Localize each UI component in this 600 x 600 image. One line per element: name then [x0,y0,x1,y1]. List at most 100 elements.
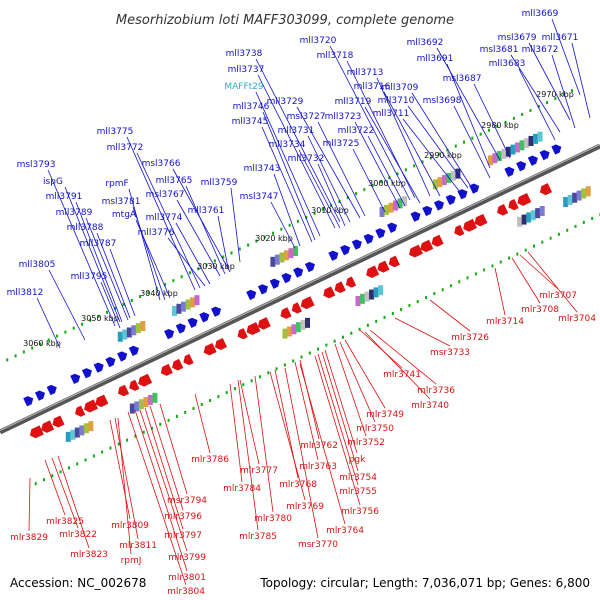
forward-gene-label[interactable]: mll3743 [244,164,281,174]
forward-gene-label[interactable]: msl3781 [102,197,141,207]
reverse-gene-label[interactable]: mlr3741 [383,370,421,380]
reverse-gene-label[interactable]: mlr3708 [521,305,559,315]
reverse-gene-label[interactable]: mlr3822 [59,530,97,540]
forward-gene-label[interactable]: mll3791 [46,192,83,202]
forward-gene-label[interactable]: mll3805 [19,260,56,270]
forward-gene-label[interactable]: msl3747 [240,192,279,202]
forward-gene-label[interactable]: mll3759 [201,178,238,188]
reverse-gene-label[interactable]: mlr3740 [411,401,449,411]
forward-gene-label[interactable]: mll3765 [156,176,193,186]
forward-gene-label[interactable]: mll3718 [317,51,354,61]
tick-mark [391,311,394,315]
reverse-gene-label[interactable]: mlr3763 [299,462,337,472]
reverse-gene-label[interactable]: mlr3809 [111,521,149,531]
reverse-gene-label[interactable]: mlr3707 [539,291,577,301]
reverse-gene-label[interactable]: mlr3752 [347,438,385,448]
forward-gene-label[interactable]: mll3772 [107,143,144,153]
forward-gene-label[interactable]: msl3793 [17,160,56,170]
reverse-gene-label[interactable]: mlr3811 [119,541,157,551]
forward-gene-label[interactable]: mll3722 [338,126,375,136]
reverse-gene-label[interactable]: mlr3796 [164,512,202,522]
reverse-gene-label[interactable]: mlr3801 [168,573,206,583]
forward-gene-label[interactable]: mll3775 [97,127,134,137]
forward-gene-label[interactable]: mll3734 [269,140,306,150]
forward-gene-label[interactable]: mll3731 [278,126,315,136]
reverse-gene-label[interactable]: rpmJ [121,556,142,566]
reverse-gene-label[interactable]: msr3733 [430,348,470,358]
reverse-gene-label[interactable]: mlr3750 [356,424,394,434]
forward-gene-label[interactable]: mll3716 [354,82,391,92]
reverse-gene-label[interactable]: mlr3785 [239,532,277,542]
forward-gene-label[interactable]: mll3723 [325,112,362,122]
forward-gene-label[interactable]: rpmF [105,179,128,189]
tick-mark [438,152,441,156]
forward-gene-label[interactable]: mll3787 [80,239,117,249]
forward-gene-label[interactable]: mll3691 [417,54,454,64]
forward-gene-label[interactable]: mll3713 [347,68,384,78]
forward-gene-label[interactable]: mll3669 [522,9,559,19]
reverse-gene-labels[interactable]: mlr3707 mlr3708 mlr3714 mlr3704 mlr3726 msr37… [10,251,596,597]
forward-gene-label[interactable]: mll3761 [188,206,225,216]
forward-gene-label[interactable]: msl3687 [443,74,482,84]
reverse-gene-label[interactable]: msr3794 [167,496,207,506]
forward-gene-label[interactable]: mll3788 [67,223,104,233]
forward-gene-label[interactable]: mll3709 [382,83,419,93]
forward-gene-label[interactable]: mll3746 [233,102,270,112]
reverse-gene-label[interactable]: mlr3749 [366,410,404,420]
forward-gene-label[interactable]: msl3698 [423,96,462,106]
reverse-gene-label[interactable]: mlr3797 [164,531,202,541]
forward-gene-label[interactable]: mll3683 [489,59,526,69]
forward-gene-label[interactable]: ispG [43,177,63,187]
forward-gene-label[interactable]: mll3774 [146,213,183,223]
reverse-gene-label[interactable]: mlr3714 [486,317,524,327]
reverse-gene-label[interactable]: mlr3780 [254,514,292,524]
reverse-gene-label[interactable]: mlr3799 [168,553,206,563]
forward-gene-label[interactable]: mll3720 [300,36,337,46]
forward-gene-label[interactable]: msl3766 [142,159,181,169]
forward-gene-label[interactable]: mll3795 [71,272,108,282]
forward-gene-label[interactable]: mll3710 [378,96,415,106]
reverse-gene-label[interactable]: mlr3726 [451,333,489,343]
reverse-gene-label[interactable]: pgk [349,455,366,465]
reverse-gene-label[interactable]: mlr3762 [300,441,338,451]
forward-gene-label[interactable]: msl3767 [146,190,185,200]
reverse-gene-label[interactable]: mlr3754 [339,473,377,483]
forward-gene-label[interactable]: mll3812 [7,288,44,298]
reverse-gene-label[interactable]: mlr3704 [558,314,596,324]
reverse-gene-label[interactable]: mlr3769 [286,502,324,512]
forward-gene-label[interactable]: mll3672 [522,45,559,55]
reverse-gene-label[interactable]: mlr3756 [341,507,379,517]
forward-gene-label[interactable]: mll3732 [288,154,325,164]
reverse-gene-label[interactable]: mlr3755 [339,487,377,497]
reverse-gene-label[interactable]: mlr3829 [10,533,48,543]
forward-gene-label[interactable]: mll3692 [407,38,444,48]
reverse-gene-label[interactable]: msr3770 [298,540,338,550]
forward-gene-label[interactable]: MAFFt29 [224,82,264,92]
forward-gene-label[interactable]: mll3745 [232,117,269,127]
forward-gene-label[interactable]: msl3681 [480,45,519,55]
forward-gene-label[interactable]: mll3789 [56,208,93,218]
forward-gene-label[interactable]: mll3671 [542,33,579,43]
reverse-gene-label[interactable]: mlr3804 [167,587,205,597]
forward-gene-label[interactable]: mll3738 [226,49,263,59]
reverse-gene-label[interactable]: mlr3768 [279,480,317,490]
forward-gene-label[interactable]: mtgA [112,210,137,220]
forward-gene-label[interactable]: mll3719 [335,97,372,107]
forward-gene-label[interactable]: mll3776 [138,228,175,238]
reverse-gene-label[interactable]: mlr3764 [326,526,364,536]
reverse-gene-label[interactable]: mlr3777 [240,466,278,476]
reverse-gene-label[interactable]: mlr3823 [70,550,108,560]
forward-gene-label[interactable]: mll3725 [323,139,360,149]
reverse-gene-label[interactable]: mlr3736 [417,386,455,396]
reverse-leader-line [364,331,431,400]
forward-gene-label[interactable]: mll3737 [228,65,265,75]
forward-gene-label[interactable]: mll3711 [373,109,410,119]
reverse-gene-label[interactable]: mlr3786 [191,455,229,465]
forward-leader-line [436,47,501,161]
forward-gene-label[interactable]: msl3679 [498,33,537,43]
forward-gene-label[interactable]: mll3729 [267,97,304,107]
reverse-gene-label[interactable]: mlr3784 [223,484,261,494]
reverse-gene-label[interactable]: mlr3825 [46,517,84,527]
forward-gene-label[interactable]: msl3727 [287,112,326,122]
